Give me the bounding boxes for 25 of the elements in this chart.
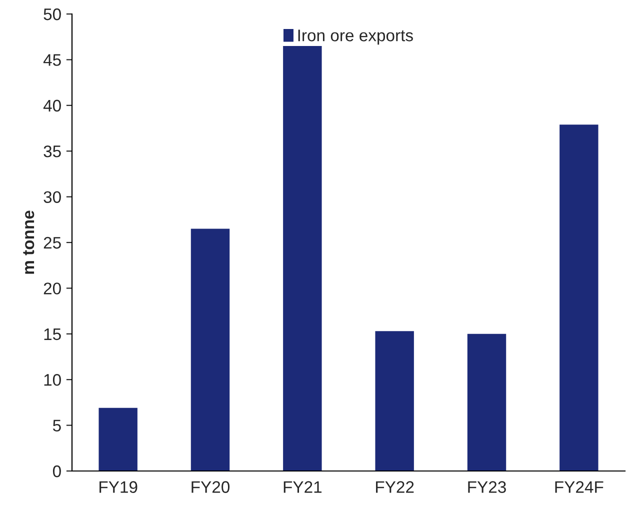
bar xyxy=(98,408,138,471)
y-tick-label: 5 xyxy=(52,420,61,432)
y-tick-label: 25 xyxy=(44,236,61,249)
bar xyxy=(375,331,414,471)
bar xyxy=(467,334,506,471)
x-tick-label: FY24F xyxy=(555,481,604,493)
y-tick-label: 50 xyxy=(44,8,61,20)
y-tick-label: 15 xyxy=(44,328,61,340)
legend-label: Iron ore exports xyxy=(298,30,413,45)
x-tick-label: FY22 xyxy=(376,481,414,493)
bar xyxy=(283,46,322,471)
y-tick-label: 20 xyxy=(44,282,61,294)
y-axis-title: m tonne xyxy=(23,210,34,274)
x-tick-label: FY23 xyxy=(468,481,506,493)
y-tick-label: 40 xyxy=(43,100,61,112)
y-tick-label: 0 xyxy=(52,465,61,478)
x-tick-label: FY19 xyxy=(100,481,138,493)
y-tick-label: 35 xyxy=(44,146,61,158)
y-tick-label: 45 xyxy=(43,54,61,66)
bar xyxy=(560,124,598,471)
y-tick-label: 10 xyxy=(44,374,61,386)
y-tick-label: 30 xyxy=(44,191,61,204)
bar xyxy=(190,228,230,471)
x-tick-label: FY20 xyxy=(192,481,230,493)
x-tick-label: FY21 xyxy=(284,481,322,493)
